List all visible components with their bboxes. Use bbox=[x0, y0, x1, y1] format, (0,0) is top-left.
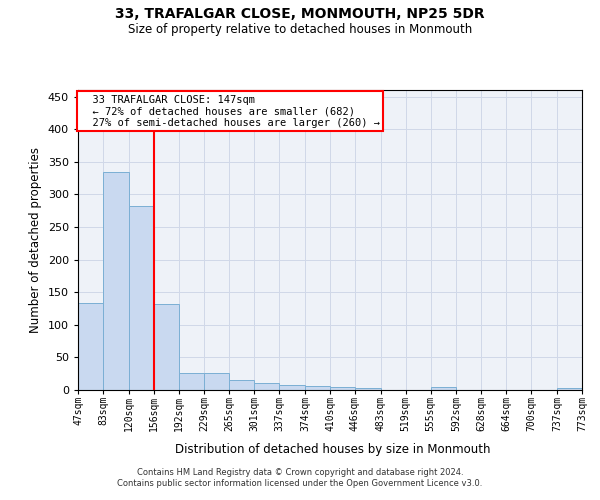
Bar bbox=[229, 380, 254, 390]
Bar bbox=[280, 385, 305, 390]
Bar bbox=[431, 388, 457, 390]
Bar bbox=[305, 386, 330, 390]
Bar bbox=[103, 172, 128, 390]
Bar bbox=[179, 373, 205, 390]
Text: 33 TRAFALGAR CLOSE: 147sqm
  ← 72% of detached houses are smaller (682)
  27% of: 33 TRAFALGAR CLOSE: 147sqm ← 72% of deta… bbox=[80, 94, 380, 128]
Bar bbox=[557, 388, 582, 390]
Text: Distribution of detached houses by size in Monmouth: Distribution of detached houses by size … bbox=[175, 442, 491, 456]
Bar bbox=[128, 206, 154, 390]
Bar bbox=[205, 373, 229, 390]
Y-axis label: Number of detached properties: Number of detached properties bbox=[29, 147, 42, 333]
Text: Contains HM Land Registry data © Crown copyright and database right 2024.
Contai: Contains HM Land Registry data © Crown c… bbox=[118, 468, 482, 487]
Bar bbox=[154, 304, 179, 390]
Bar bbox=[254, 383, 280, 390]
Bar bbox=[78, 302, 103, 390]
Bar bbox=[330, 386, 355, 390]
Bar bbox=[355, 388, 380, 390]
Text: 33, TRAFALGAR CLOSE, MONMOUTH, NP25 5DR: 33, TRAFALGAR CLOSE, MONMOUTH, NP25 5DR bbox=[115, 8, 485, 22]
Text: Size of property relative to detached houses in Monmouth: Size of property relative to detached ho… bbox=[128, 22, 472, 36]
